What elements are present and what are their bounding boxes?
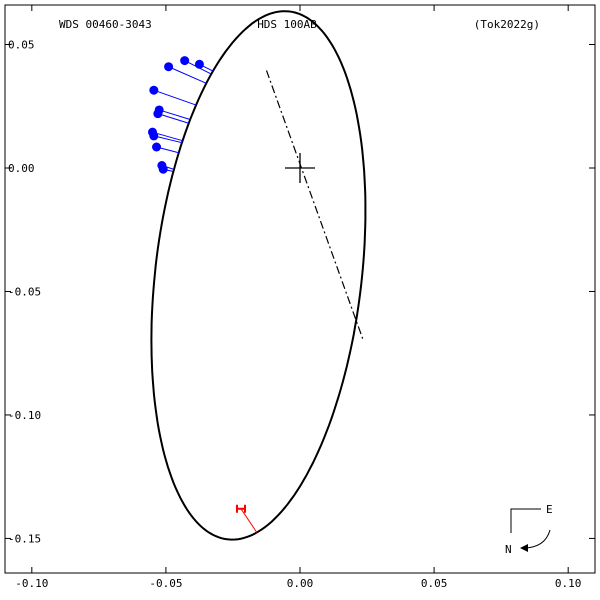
residual-line [153,89,197,106]
x-tick-label: -0.05 [149,577,182,590]
y-axis-ticks: 0.05 0.00 -0.05 -0.10 -0.15 [5,39,595,545]
residual-lines [152,60,258,533]
header-right-label: (Tok2022g) [474,18,540,31]
y-tick-label: -0.05 [8,285,41,298]
residual-line [159,109,191,121]
blue-observations [148,56,204,174]
compass-arrow-east [510,508,541,533]
residual-line [157,113,189,124]
y-tick-label: -0.10 [8,409,41,422]
y-tick-label: 0.05 [8,39,35,52]
blue-observation-point [180,56,190,66]
header-center-label: HDS 100AB [257,18,317,31]
blue-observation-point [153,109,163,119]
blue-observation-point [152,142,162,152]
residual-line-red [240,508,258,533]
red-observations [236,504,246,513]
compass-north-label: N [505,543,512,556]
blue-observation-point [149,131,159,141]
compass-east-label: E [546,503,553,516]
residual-line [153,135,183,144]
compass-indicator: E N [505,503,553,556]
blue-observation-point [194,59,204,69]
line-of-nodes [265,70,364,340]
residual-line [168,66,207,84]
x-tick-label: -0.10 [15,577,48,590]
x-axis-ticks: -0.10 -0.05 0.00 0.05 0.10 [15,5,581,590]
y-tick-label: -0.15 [8,532,41,545]
primary-star-cross [285,152,315,183]
compass-arrowhead [520,544,528,552]
y-tick-label: 0.00 [8,162,35,175]
x-tick-label: 0.05 [421,577,448,590]
blue-observation-point [158,164,168,174]
blue-observation-point [149,85,159,95]
x-tick-label: 0.10 [555,577,582,590]
x-tick-label: 0.00 [287,577,314,590]
orbit-ellipse [150,10,367,541]
blue-observation-point [164,62,174,72]
header-left-label: WDS 00460-3043 [59,18,152,31]
red-observation-point [236,504,246,513]
